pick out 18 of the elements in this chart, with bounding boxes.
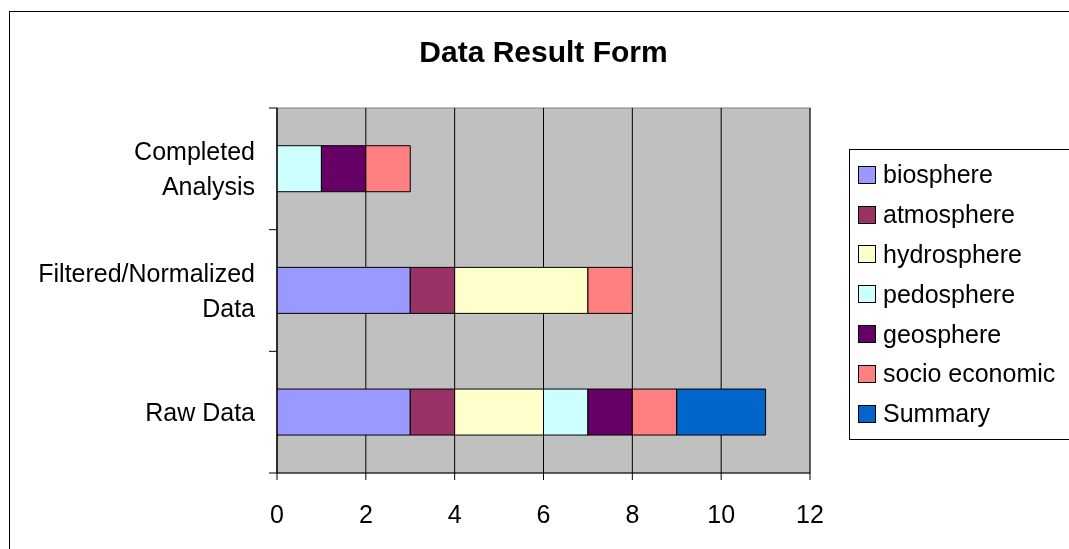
- legend-label: biosphere: [883, 160, 993, 190]
- y-tick-label: Completed Analysis: [134, 137, 255, 201]
- legend-label: geosphere: [883, 319, 1002, 349]
- x-tick-label: 10: [707, 499, 736, 528]
- x-tick-label: 2: [358, 499, 373, 528]
- chart-title: Data Result Form: [419, 35, 668, 68]
- y-tick-label: Filtered/Normalized Data: [38, 259, 256, 322]
- x-tick-label: 6: [536, 499, 551, 528]
- x-tick-label: 12: [796, 499, 824, 528]
- x-tick-label: 8: [625, 499, 640, 528]
- legend-label: socio economic: [883, 359, 1056, 389]
- y-tick-label: Raw Data: [145, 398, 256, 427]
- x-tick-label: 0: [270, 499, 284, 528]
- x-tick-label: 4: [447, 499, 462, 528]
- legend-label: pedosphere: [883, 279, 1016, 309]
- legend-label: hydrosphere: [883, 239, 1022, 269]
- legend-label: Summary: [883, 399, 990, 429]
- legend-label: atmosphere: [883, 200, 1016, 230]
